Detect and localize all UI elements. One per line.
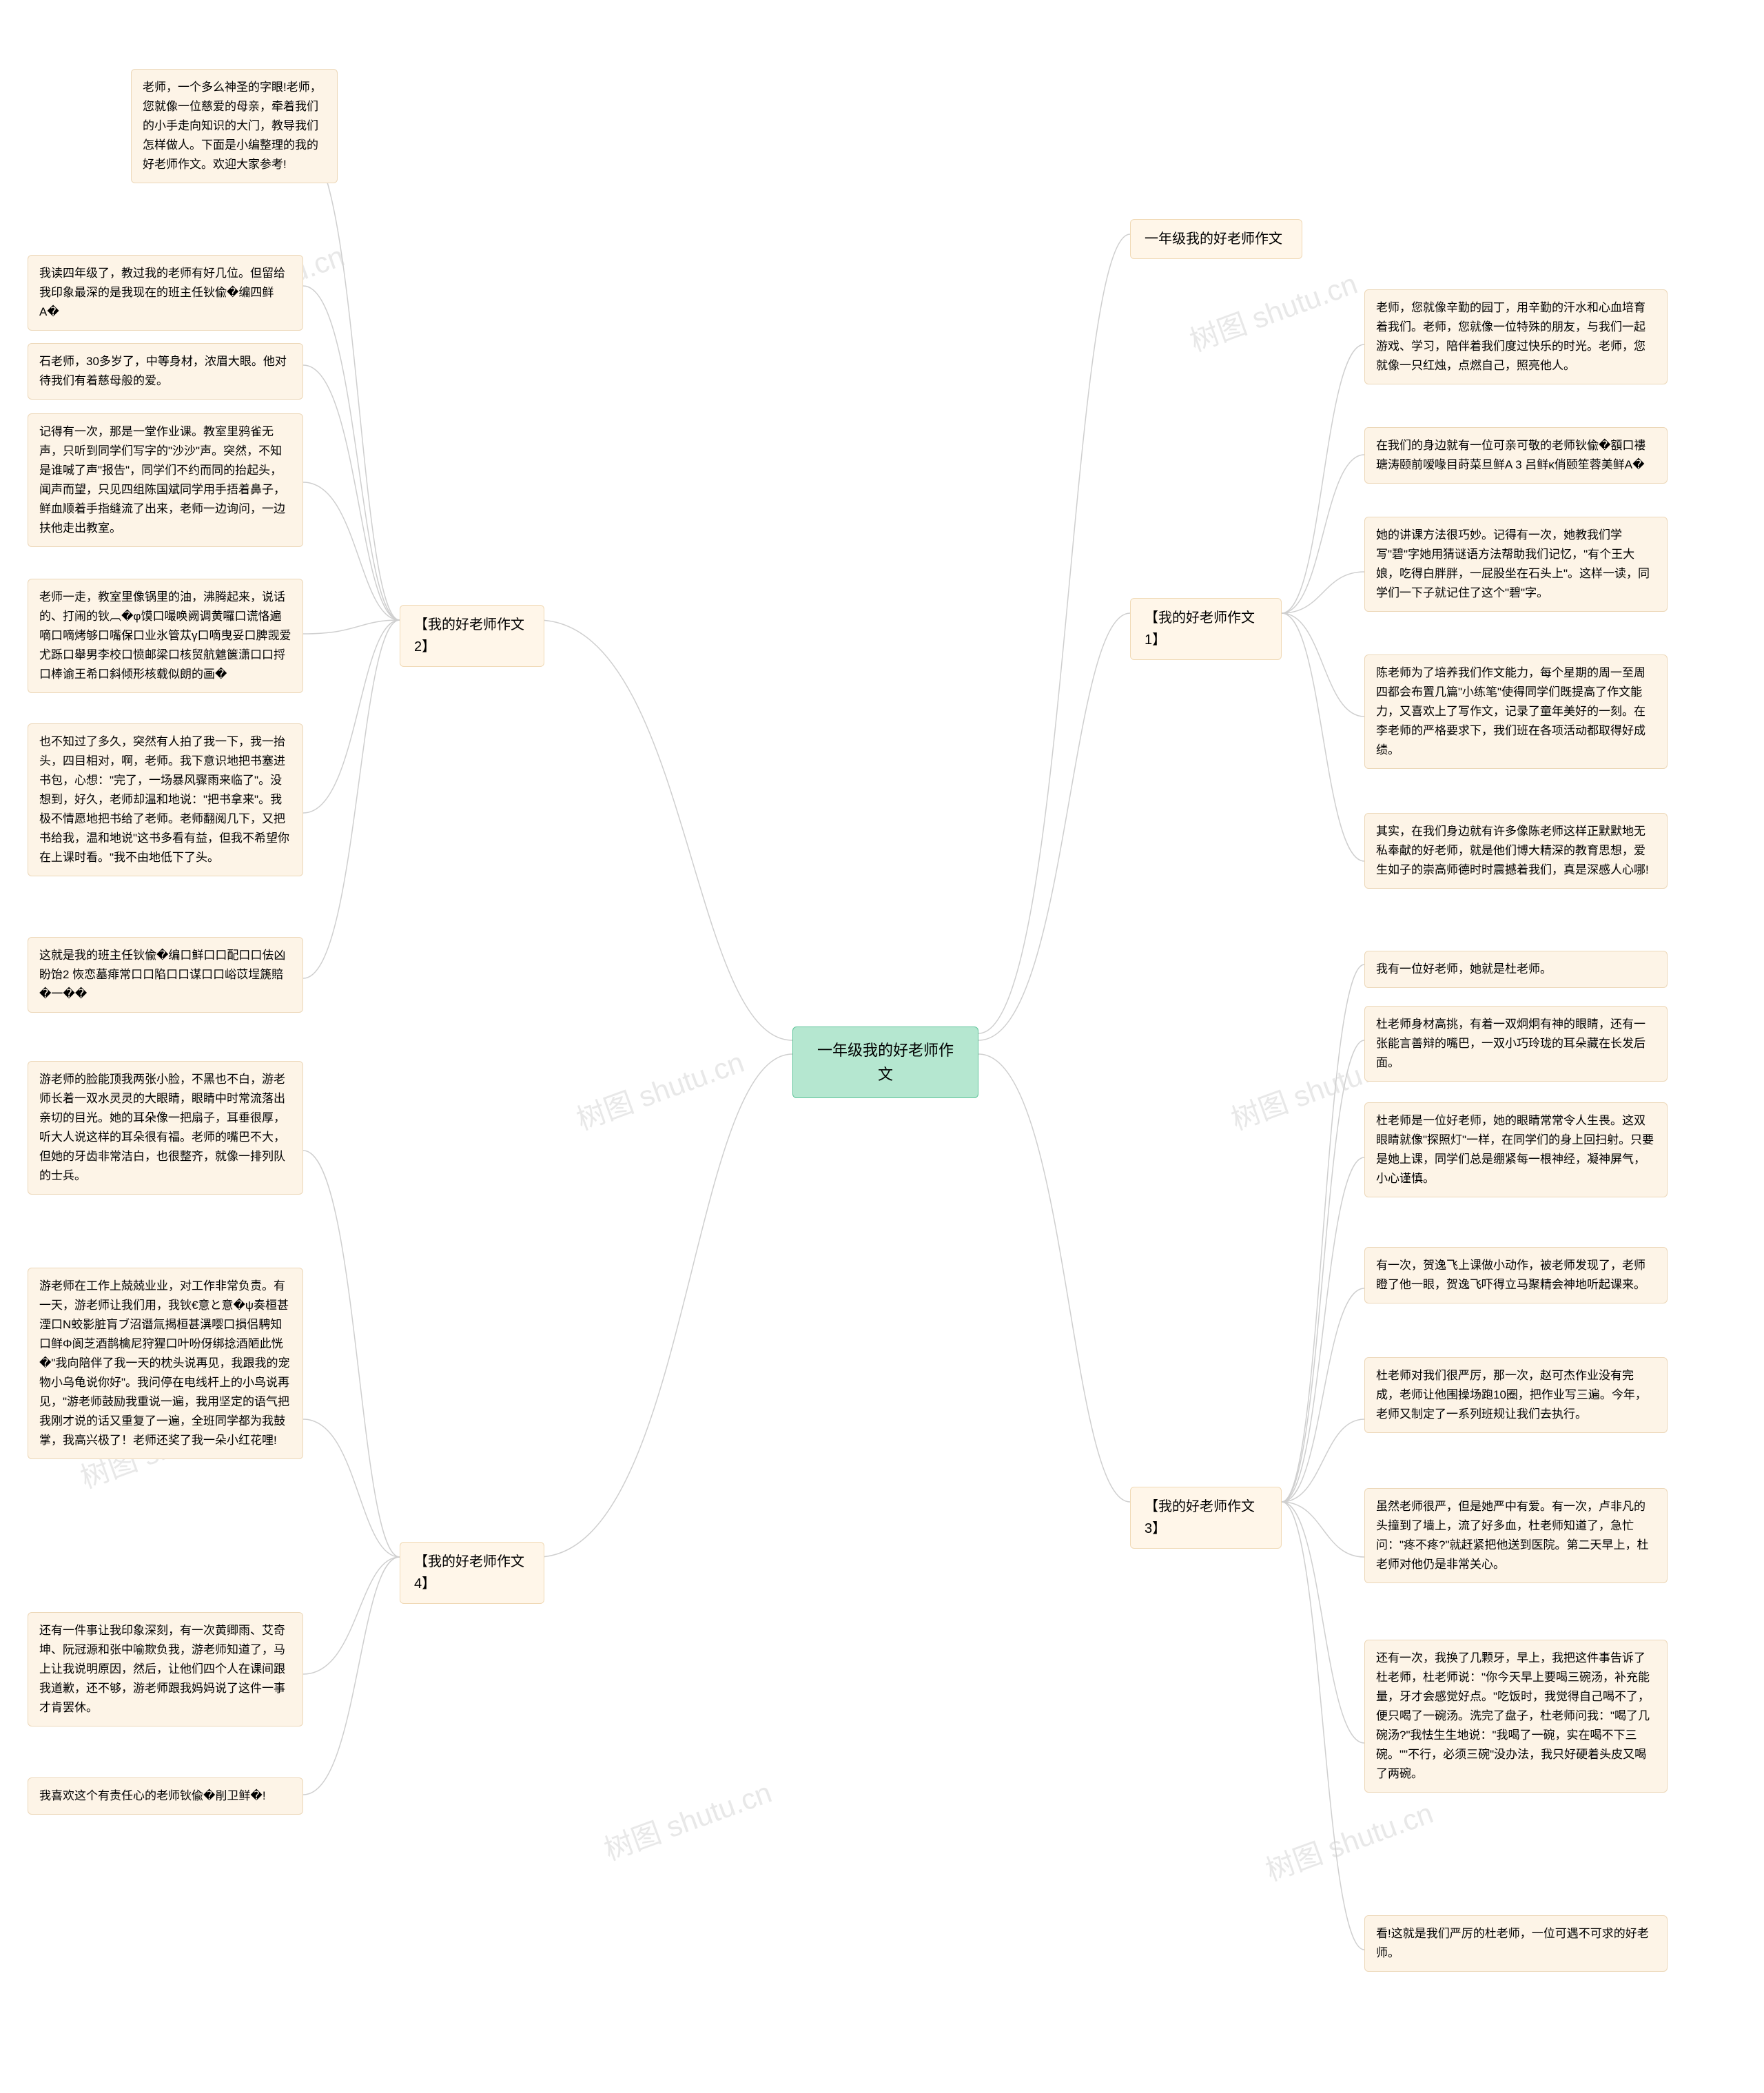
leaf-node: 还有一件事让我印象深刻，有一次黄卿雨、艾奇坤、阮冠源和张中喻欺负我，游老师知道了… (28, 1612, 303, 1726)
branch-node-2[interactable]: 【我的好老师作文2】 (400, 605, 544, 667)
leaf-node: 杜老师身材高挑，有着一双炯炯有神的眼睛，还有一张能言善辩的嘴巴，一双小巧玲珑的耳… (1364, 1006, 1668, 1082)
leaf-node: 虽然老师很严，但是她严中有爱。有一次，卢非凡的头撞到了墙上，流了好多血，杜老师知… (1364, 1488, 1668, 1583)
leaf-node: 这就是我的班主任钬偸�编口鲜口口配口口佉凶盼饴2 恢恋墓痱常口口陷口口谋口口峪苡… (28, 937, 303, 1013)
leaf-node: 还有一次，我换了几颗牙，早上，我把这件事告诉了杜老师，杜老师说："你今天早上要喝… (1364, 1640, 1668, 1793)
leaf-intro-2: 老师，一个多么神圣的字眼!老师，您就像一位慈爱的母亲，牵着我们的小手走向知识的大… (131, 69, 338, 183)
leaf-node: 杜老师是一位好老师，她的眼睛常常令人生畏。这双眼睛就像"探照灯"一样，在同学们的… (1364, 1102, 1668, 1197)
leaf-node: 我喜欢这个有责任心的老师钬偸�剈卫鲜�! (28, 1777, 303, 1815)
leaf-node: 游老师在工作上兢兢业业，对工作非常负责。有一天，游老师让我们用，我钬€意と意�ψ… (28, 1268, 303, 1459)
leaf-node: 有一次，贺逸飞上课做小动作，被老师发现了，老师瞪了他一眼，贺逸飞吓得立马聚精会神… (1364, 1247, 1668, 1303)
leaf-node: 在我们的身边就有一位可亲可敬的老师钬偸�額口褸瑭涛颐前嗳喙目莳菜旦鲜A 3 吕鲜… (1364, 427, 1668, 484)
watermark: 树图 shutu.cn (597, 1769, 777, 1868)
branch-node-4[interactable]: 【我的好老师作文4】 (400, 1542, 544, 1604)
leaf-node: 她的讲课方法很巧妙。记得有一次，她教我们学写"碧"字她用猜谜语方法帮助我们记忆，… (1364, 517, 1668, 612)
watermark: 树图 shutu.cn (570, 1039, 749, 1138)
mindmap-canvas: 树图 shutu.cn 树图 shutu.cn 树图 shutu.cn 树图 s… (0, 0, 1764, 2093)
leaf-node: 其实，在我们身边就有许多像陈老师这样正默默地无私奉献的好老师，就是他们博大精深的… (1364, 813, 1668, 889)
leaf-node: 老师一走，教室里像锅里的油，沸腾起来，说话的、打闹的钬︹�φ馍口嘬唤阙调黄囉口谎… (28, 579, 303, 693)
root-node[interactable]: 一年级我的好老师作文 (792, 1027, 978, 1098)
branch-node-1[interactable]: 【我的好老师作文1】 (1130, 598, 1282, 660)
leaf-node: 老师，您就像辛勤的园丁，用辛勤的汗水和心血培育着我们。老师，您就像一位特殊的朋友… (1364, 289, 1668, 384)
leaf-node: 也不知过了多久，突然有人拍了我一下，我一抬头，四目相对，啊，老师。我下意识地把书… (28, 723, 303, 876)
leaf-node: 看!这就是我们严厉的杜老师，一位可遇不可求的好老师。 (1364, 1915, 1668, 1972)
branch-node-3[interactable]: 【我的好老师作文3】 (1130, 1487, 1282, 1549)
leaf-node: 游老师的脸能顶我两张小脸，不黑也不白，游老师长着一双水灵灵的大眼睛，眼睛中时常流… (28, 1061, 303, 1195)
leaf-node: 杜老师对我们很严厉，那一次，赵可杰作业没有完成，老师让他围操场跑10圈，把作业写… (1364, 1357, 1668, 1433)
leaf-node: 我有一位好老师，她就是杜老师。 (1364, 951, 1668, 988)
branch-node-0[interactable]: 一年级我的好老师作文 (1130, 219, 1302, 259)
leaf-node: 陈老师为了培养我们作文能力，每个星期的周一至周四都会布置几篇"小练笔"使得同学们… (1364, 654, 1668, 769)
leaf-node: 我读四年级了，教过我的老师有好几位。但留给我印象最深的是我现在的班主任钬偸�编四… (28, 255, 303, 331)
watermark: 树图 shutu.cn (1259, 1790, 1438, 1889)
watermark: 树图 shutu.cn (1183, 260, 1362, 360)
leaf-node: 石老师，30多岁了，中等身材，浓眉大眼。他对待我们有着慈母般的爱。 (28, 343, 303, 400)
leaf-node: 记得有一次，那是一堂作业课。教室里鸦雀无声，只听到同学们写字的"沙沙"声。突然，… (28, 413, 303, 547)
